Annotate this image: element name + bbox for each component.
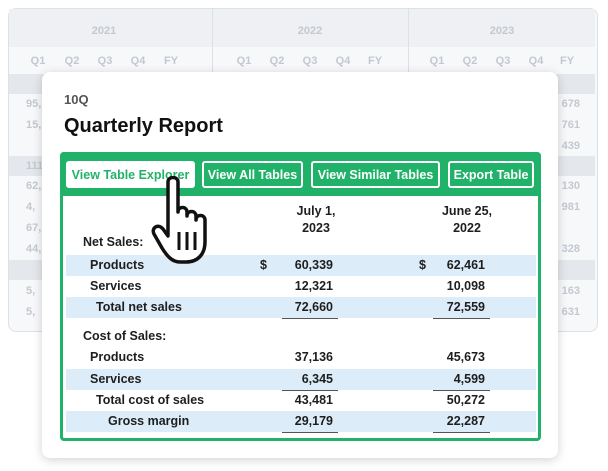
row-label: Total cost of sales [96, 393, 205, 407]
row-value: 678 [561, 98, 580, 110]
underline [282, 318, 338, 319]
quarter-label: Q1 [236, 55, 252, 67]
cell-value: 43,481 [294, 393, 333, 407]
currency: $ [419, 258, 426, 272]
column-header: 2022 [453, 221, 481, 235]
cell-value: 29,179 [294, 414, 333, 428]
quarter-label: Q2 [269, 55, 285, 67]
quarter-label: FY [163, 55, 179, 67]
cell-value: 10,098 [446, 279, 485, 293]
cell-value: 60,339 [294, 258, 333, 272]
row-value: 4, [26, 201, 36, 213]
row-value: 44, [26, 243, 42, 255]
row-label: Services [90, 279, 142, 293]
year-header [9, 9, 595, 47]
row-value: 5, [26, 306, 36, 318]
underline [433, 432, 490, 433]
underline [282, 432, 338, 433]
quarter-label: FY [367, 55, 383, 67]
row-value: 163 [561, 285, 580, 297]
cell-value: 72,559 [446, 300, 485, 314]
quarter-label: Q1 [429, 55, 445, 67]
report-title: Quarterly Report [64, 115, 223, 137]
cell-value: 62,461 [446, 258, 485, 272]
row-shade [66, 411, 536, 432]
cell-value: 72,660 [294, 300, 333, 314]
cell-value: 37,136 [294, 350, 333, 364]
row-label: Total net sales [96, 300, 182, 314]
underline [282, 390, 338, 391]
row-shade [66, 297, 536, 318]
row-shade [66, 369, 536, 390]
row-value: 631 [561, 306, 580, 318]
toolbar-button[interactable]: Export Table [448, 161, 534, 188]
row-value: 95, [26, 98, 42, 110]
row-value: 15, [26, 119, 42, 131]
cell-value: 22,287 [446, 414, 485, 428]
quarter-label: Q3 [302, 55, 318, 67]
cell-value: 50,272 [446, 393, 485, 407]
row-value: 67, [26, 222, 42, 234]
quarter-label: Q2 [462, 55, 478, 67]
row-label: Products [90, 258, 145, 272]
column-header: June 25, [441, 204, 493, 218]
cell-value: 6,345 [301, 372, 333, 386]
quarter-label: Q4 [528, 55, 544, 67]
row-value: 5, [26, 285, 36, 297]
row-value: 111, [26, 160, 47, 172]
underline [433, 390, 490, 391]
underline [433, 318, 490, 319]
toolbar-button[interactable]: View Similar Tables [311, 161, 440, 188]
year-label: 2021 [91, 25, 117, 37]
column-header: July 1, [296, 204, 336, 218]
form-label: 10Q [64, 92, 89, 107]
quarter-label: FY [559, 55, 575, 67]
row-value: 328 [561, 243, 580, 255]
column-header: 2023 [302, 221, 330, 235]
quarter-label: Q3 [97, 55, 113, 67]
toolbar-button[interactable]: View All Tables [202, 161, 303, 188]
quarter-label: Q1 [30, 55, 46, 67]
row-value: 130 [561, 180, 580, 192]
quarter-label: Q2 [64, 55, 80, 67]
row-value: 439 [561, 140, 580, 152]
row-label: Cost of Sales: [83, 329, 167, 343]
cell-value: 45,673 [446, 350, 485, 364]
row-label: Net Sales: [83, 235, 144, 249]
row-label: Products [90, 350, 145, 364]
cell-value: 12,321 [294, 279, 333, 293]
quarter-label: Q4 [130, 55, 146, 67]
row-value: 981 [561, 201, 580, 213]
year-label: 2023 [489, 25, 515, 37]
currency: $ [260, 258, 267, 272]
year-label: 2022 [297, 25, 323, 37]
cell-value: 4,599 [453, 372, 485, 386]
row-label: Services [90, 372, 142, 386]
quarter-label: Q4 [335, 55, 351, 67]
row-label: Gross margin [108, 414, 190, 428]
quarter-label: Q3 [495, 55, 511, 67]
row-value: 761 [561, 119, 580, 131]
hand-cursor [151, 176, 207, 264]
row-value: 62, [26, 180, 42, 192]
